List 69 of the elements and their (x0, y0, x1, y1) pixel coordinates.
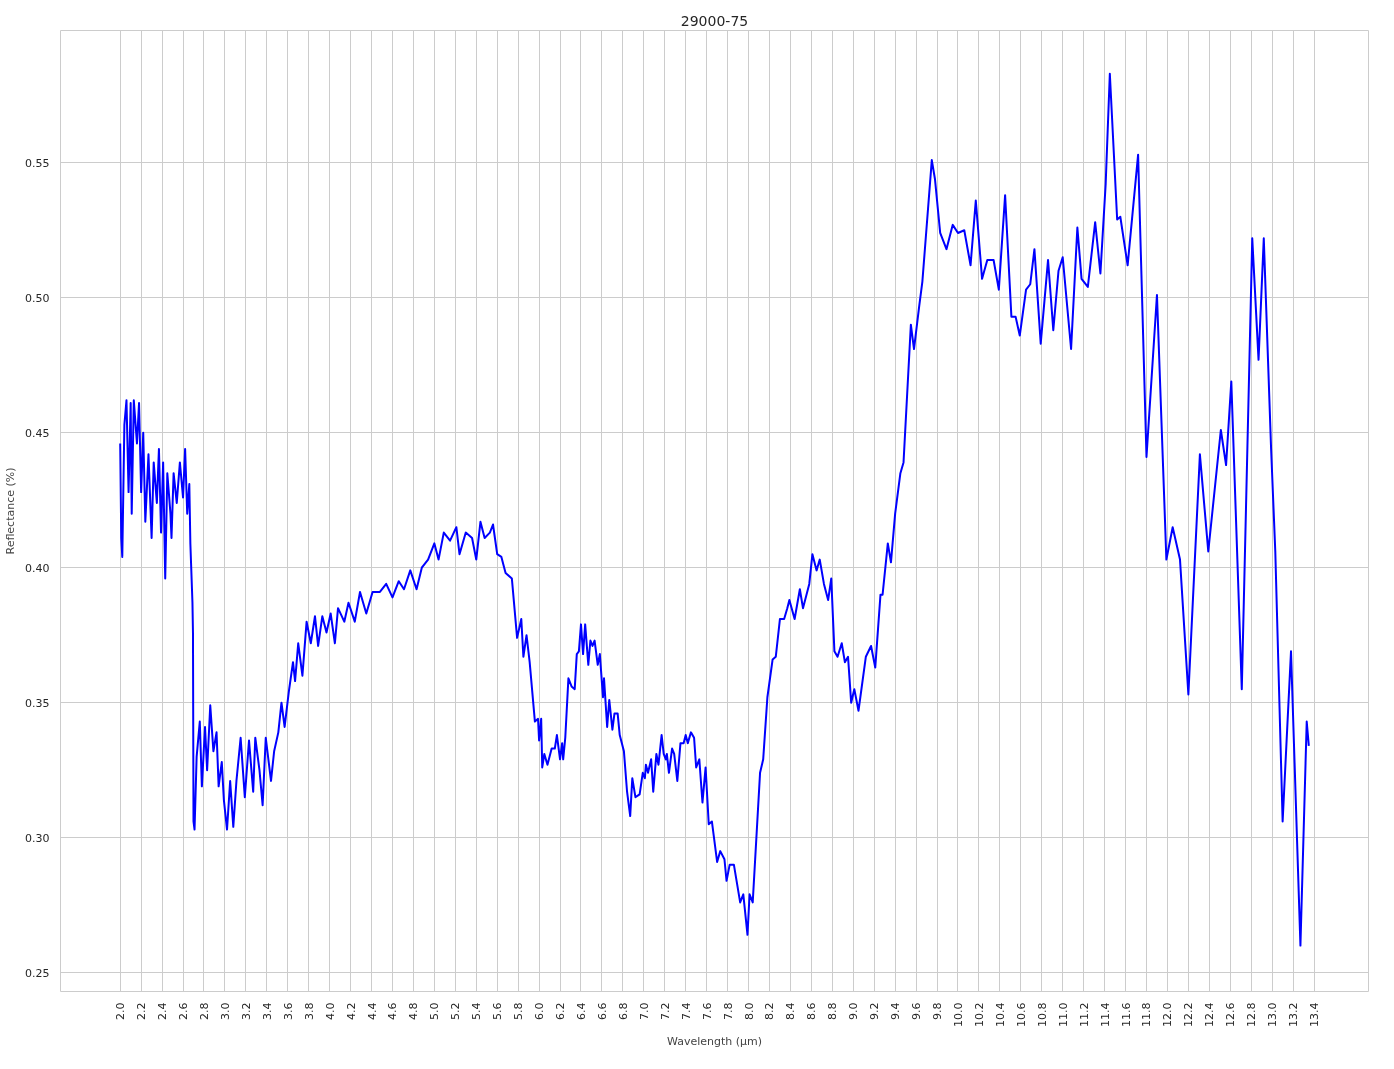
x-axis-title: Wavelength (µm) (666, 1034, 763, 1048)
x-tick-label: 8.8 (826, 1002, 840, 1020)
x-tick-label: 12.8 (1245, 1002, 1259, 1027)
x-tick-label: 5.0 (428, 1002, 442, 1020)
x-tick-label: 9.4 (889, 1002, 903, 1020)
x-tick-label: 4.8 (407, 1002, 421, 1020)
y-axis-title: Reflectance (%) (4, 467, 18, 555)
x-tick-label: 12.4 (1203, 1002, 1217, 1027)
y-tick-label: 0.50 (25, 291, 50, 305)
x-tick-label: 12.0 (1161, 1002, 1175, 1027)
x-tick-label: 11.4 (1098, 1002, 1112, 1027)
y-tick-label: 0.40 (25, 561, 50, 575)
x-tick-label: 9.0 (847, 1002, 861, 1020)
x-tick-label: 13.4 (1308, 1002, 1322, 1027)
x-tick-label: 6.8 (616, 1002, 630, 1020)
x-tick-label: 5.6 (491, 1002, 505, 1020)
x-tick-label: 7.2 (658, 1002, 672, 1020)
x-tick-label: 2.6 (177, 1002, 191, 1020)
x-tick-label: 3.6 (281, 1002, 295, 1020)
x-tick-label: 6.4 (574, 1002, 588, 1020)
x-tick-label: 6.2 (554, 1002, 568, 1020)
x-tick-label: 3.2 (239, 1002, 253, 1020)
x-tick-label: 7.4 (679, 1002, 693, 1020)
x-tick-label: 3.4 (260, 1002, 274, 1020)
x-tick-label: 9.6 (910, 1002, 924, 1020)
x-tick-label: 11.0 (1056, 1002, 1070, 1027)
x-tick-label: 11.2 (1077, 1002, 1091, 1027)
x-tick-label: 12.6 (1224, 1002, 1238, 1027)
x-tick-label: 10.6 (1014, 1002, 1028, 1027)
x-tick-label: 2.2 (135, 1002, 149, 1020)
y-tick-label: 0.45 (25, 426, 50, 440)
x-tick-label: 9.8 (931, 1002, 945, 1020)
x-tick-label: 10.4 (993, 1002, 1007, 1027)
x-tick-label: 13.0 (1266, 1002, 1280, 1027)
x-tick-label: 8.6 (805, 1002, 819, 1020)
line-series (119, 72, 1310, 947)
x-tick-label: 11.8 (1140, 1002, 1154, 1027)
x-tick-label: 7.6 (700, 1002, 714, 1020)
x-tick-label: 4.4 (365, 1002, 379, 1020)
x-tick-label: 8.0 (742, 1002, 756, 1020)
x-tick-label: 13.2 (1287, 1002, 1301, 1027)
x-tick-label: 5.4 (470, 1002, 484, 1020)
x-tick-label: 7.0 (637, 1002, 651, 1020)
x-tick-label: 5.2 (449, 1002, 463, 1020)
y-tick-label: 0.55 (25, 156, 50, 170)
x-tick-label: 3.8 (302, 1002, 316, 1020)
x-tick-label: 2.8 (197, 1002, 211, 1020)
x-tick-label: 2.0 (114, 1002, 128, 1020)
y-tick-label: 0.30 (25, 831, 50, 845)
x-tick-label: 10.2 (972, 1002, 986, 1027)
y-tick-label: 0.25 (25, 966, 50, 980)
x-tick-label: 4.2 (344, 1002, 358, 1020)
x-tick-label: 8.4 (784, 1002, 798, 1020)
chart-title: 29000-75 (680, 12, 749, 29)
x-tick-label: 12.2 (1182, 1002, 1196, 1027)
x-tick-label: 8.2 (763, 1002, 777, 1020)
x-tick-label: 6.0 (533, 1002, 547, 1020)
y-tick-label: 0.35 (25, 696, 50, 710)
x-tick-label: 9.2 (868, 1002, 882, 1020)
x-tick-label: 4.6 (386, 1002, 400, 1020)
x-tick-label: 11.6 (1119, 1002, 1133, 1027)
x-tick-label: 10.8 (1035, 1002, 1049, 1027)
x-tick-label: 3.0 (218, 1002, 232, 1020)
x-tick-label: 4.0 (323, 1002, 337, 1020)
x-tick-label: 6.6 (595, 1002, 609, 1020)
x-tick-label: 2.4 (156, 1002, 170, 1020)
x-tick-label: 5.8 (512, 1002, 526, 1020)
x-tick-label: 10.0 (951, 1002, 965, 1027)
x-tick-label: 7.8 (721, 1002, 735, 1020)
